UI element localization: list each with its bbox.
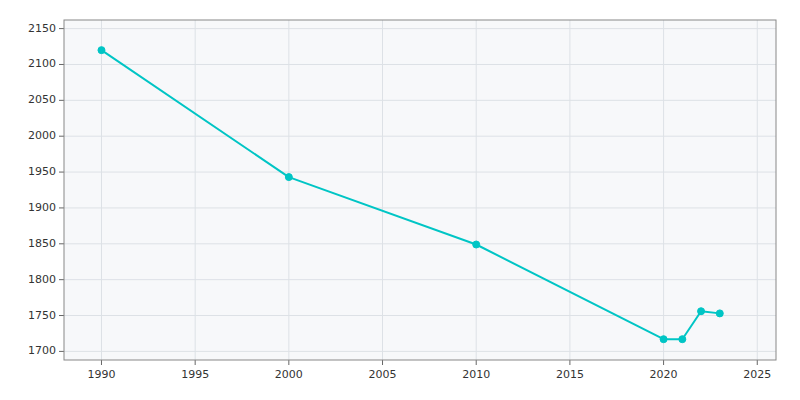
grid-line-y bbox=[64, 207, 776, 208]
grid-line-y bbox=[64, 243, 776, 244]
grid-line-x bbox=[757, 20, 758, 360]
point bbox=[473, 241, 480, 248]
grid bbox=[64, 20, 776, 360]
grid-line-x bbox=[569, 20, 570, 360]
tick-label-y: 1800 bbox=[28, 273, 56, 286]
tick-label-y: 2100 bbox=[28, 57, 56, 70]
tick-x bbox=[569, 360, 570, 365]
plot-area bbox=[64, 20, 776, 360]
tick-label-y: 2000 bbox=[28, 129, 56, 142]
tick-x bbox=[101, 360, 102, 365]
tick-label-x: 2015 bbox=[556, 368, 584, 381]
grid-line-y bbox=[64, 100, 776, 101]
tick-x bbox=[288, 360, 289, 365]
tick-label-x: 2010 bbox=[462, 368, 490, 381]
tick-label-y: 1850 bbox=[28, 237, 56, 250]
point bbox=[660, 336, 667, 343]
chart-container: 1700 1750 1800 1850 1900 1950 2000 2050 2100 2150… bbox=[0, 0, 800, 400]
grid-line-x bbox=[663, 20, 664, 360]
tick-label-y: 1750 bbox=[28, 309, 56, 322]
tick-label-x: 2000 bbox=[275, 368, 303, 381]
tick-label-y: 1950 bbox=[28, 165, 56, 178]
tick-y bbox=[59, 279, 64, 280]
tick-x bbox=[195, 360, 196, 365]
tick-label-y: 2050 bbox=[28, 93, 56, 106]
tick-label-y: 1700 bbox=[28, 344, 56, 357]
tick-y bbox=[59, 28, 64, 29]
axes: 1700 1750 1800 1850 1900 1950 2000 2050 2100 2150… bbox=[28, 22, 771, 381]
point bbox=[285, 174, 292, 181]
tick-y bbox=[59, 136, 64, 137]
grid-line-x bbox=[288, 20, 289, 360]
grid-line-y bbox=[64, 279, 776, 280]
tick-x bbox=[757, 360, 758, 365]
grid-line-y bbox=[64, 315, 776, 316]
grid-line-x bbox=[101, 20, 102, 360]
tick-y bbox=[59, 351, 64, 352]
grid-line-y bbox=[64, 172, 776, 173]
tick-x bbox=[663, 360, 664, 365]
tick-y bbox=[59, 172, 64, 173]
tick-label-x: 1990 bbox=[87, 368, 115, 381]
tick-y bbox=[59, 100, 64, 101]
tick-x bbox=[382, 360, 383, 365]
tick-y bbox=[59, 315, 64, 316]
line bbox=[101, 50, 719, 339]
grid-line-x bbox=[476, 20, 477, 360]
tick-label-y: 2150 bbox=[28, 22, 56, 35]
tick-label-x: 2020 bbox=[650, 368, 678, 381]
grid-line-y bbox=[64, 136, 776, 137]
point bbox=[679, 336, 686, 343]
plot-frame bbox=[64, 20, 776, 360]
chart-svg: 1700 1750 1800 1850 1900 1950 2000 2050 2100 2150… bbox=[0, 0, 800, 400]
point bbox=[716, 310, 723, 317]
grid-line-x bbox=[195, 20, 196, 360]
grid-line-y bbox=[64, 351, 776, 352]
tick-y bbox=[59, 243, 64, 244]
series bbox=[98, 47, 723, 343]
tick-label-x: 2025 bbox=[743, 368, 771, 381]
tick-label-x: 2005 bbox=[369, 368, 397, 381]
tick-y bbox=[59, 207, 64, 208]
point bbox=[98, 47, 105, 54]
tick-y bbox=[59, 64, 64, 65]
grid-line-y bbox=[64, 28, 776, 29]
tick-label-x: 1995 bbox=[181, 368, 209, 381]
point bbox=[698, 308, 705, 315]
grid-line-y bbox=[64, 64, 776, 65]
grid-line-x bbox=[382, 20, 383, 360]
tick-label-y: 1900 bbox=[28, 201, 56, 214]
tick-x bbox=[476, 360, 477, 365]
